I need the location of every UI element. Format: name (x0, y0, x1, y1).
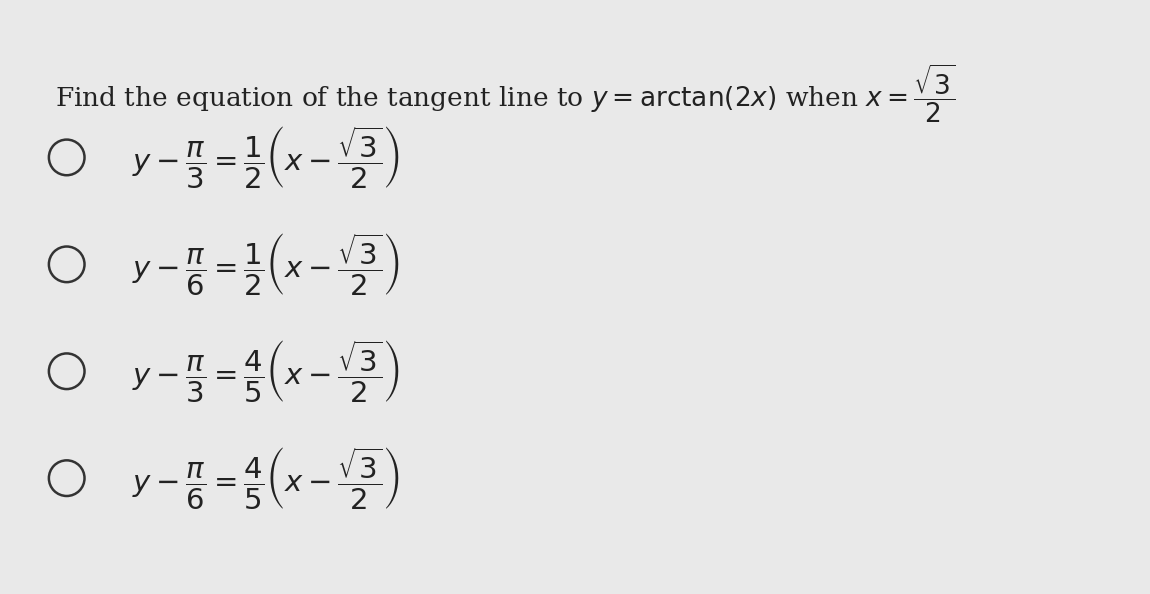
Text: $y - \dfrac{\pi}{3} = \dfrac{1}{2}\left(x - \dfrac{\sqrt{3}}{2}\right)$: $y - \dfrac{\pi}{3} = \dfrac{1}{2}\left(… (132, 124, 400, 191)
Ellipse shape (49, 353, 84, 389)
Text: $y - \dfrac{\pi}{6} = \dfrac{1}{2}\left(x - \dfrac{\sqrt{3}}{2}\right)$: $y - \dfrac{\pi}{6} = \dfrac{1}{2}\left(… (132, 231, 400, 298)
Text: Find the equation of the tangent line to $y = \mathrm{arctan}(2x)$ when $x = \df: Find the equation of the tangent line to… (55, 62, 956, 125)
Ellipse shape (49, 140, 84, 175)
Text: $y - \dfrac{\pi}{3} = \dfrac{4}{5}\left(x - \dfrac{\sqrt{3}}{2}\right)$: $y - \dfrac{\pi}{3} = \dfrac{4}{5}\left(… (132, 338, 400, 405)
Ellipse shape (49, 460, 84, 496)
Text: $y - \dfrac{\pi}{6} = \dfrac{4}{5}\left(x - \dfrac{\sqrt{3}}{2}\right)$: $y - \dfrac{\pi}{6} = \dfrac{4}{5}\left(… (132, 445, 400, 511)
Ellipse shape (49, 247, 84, 282)
